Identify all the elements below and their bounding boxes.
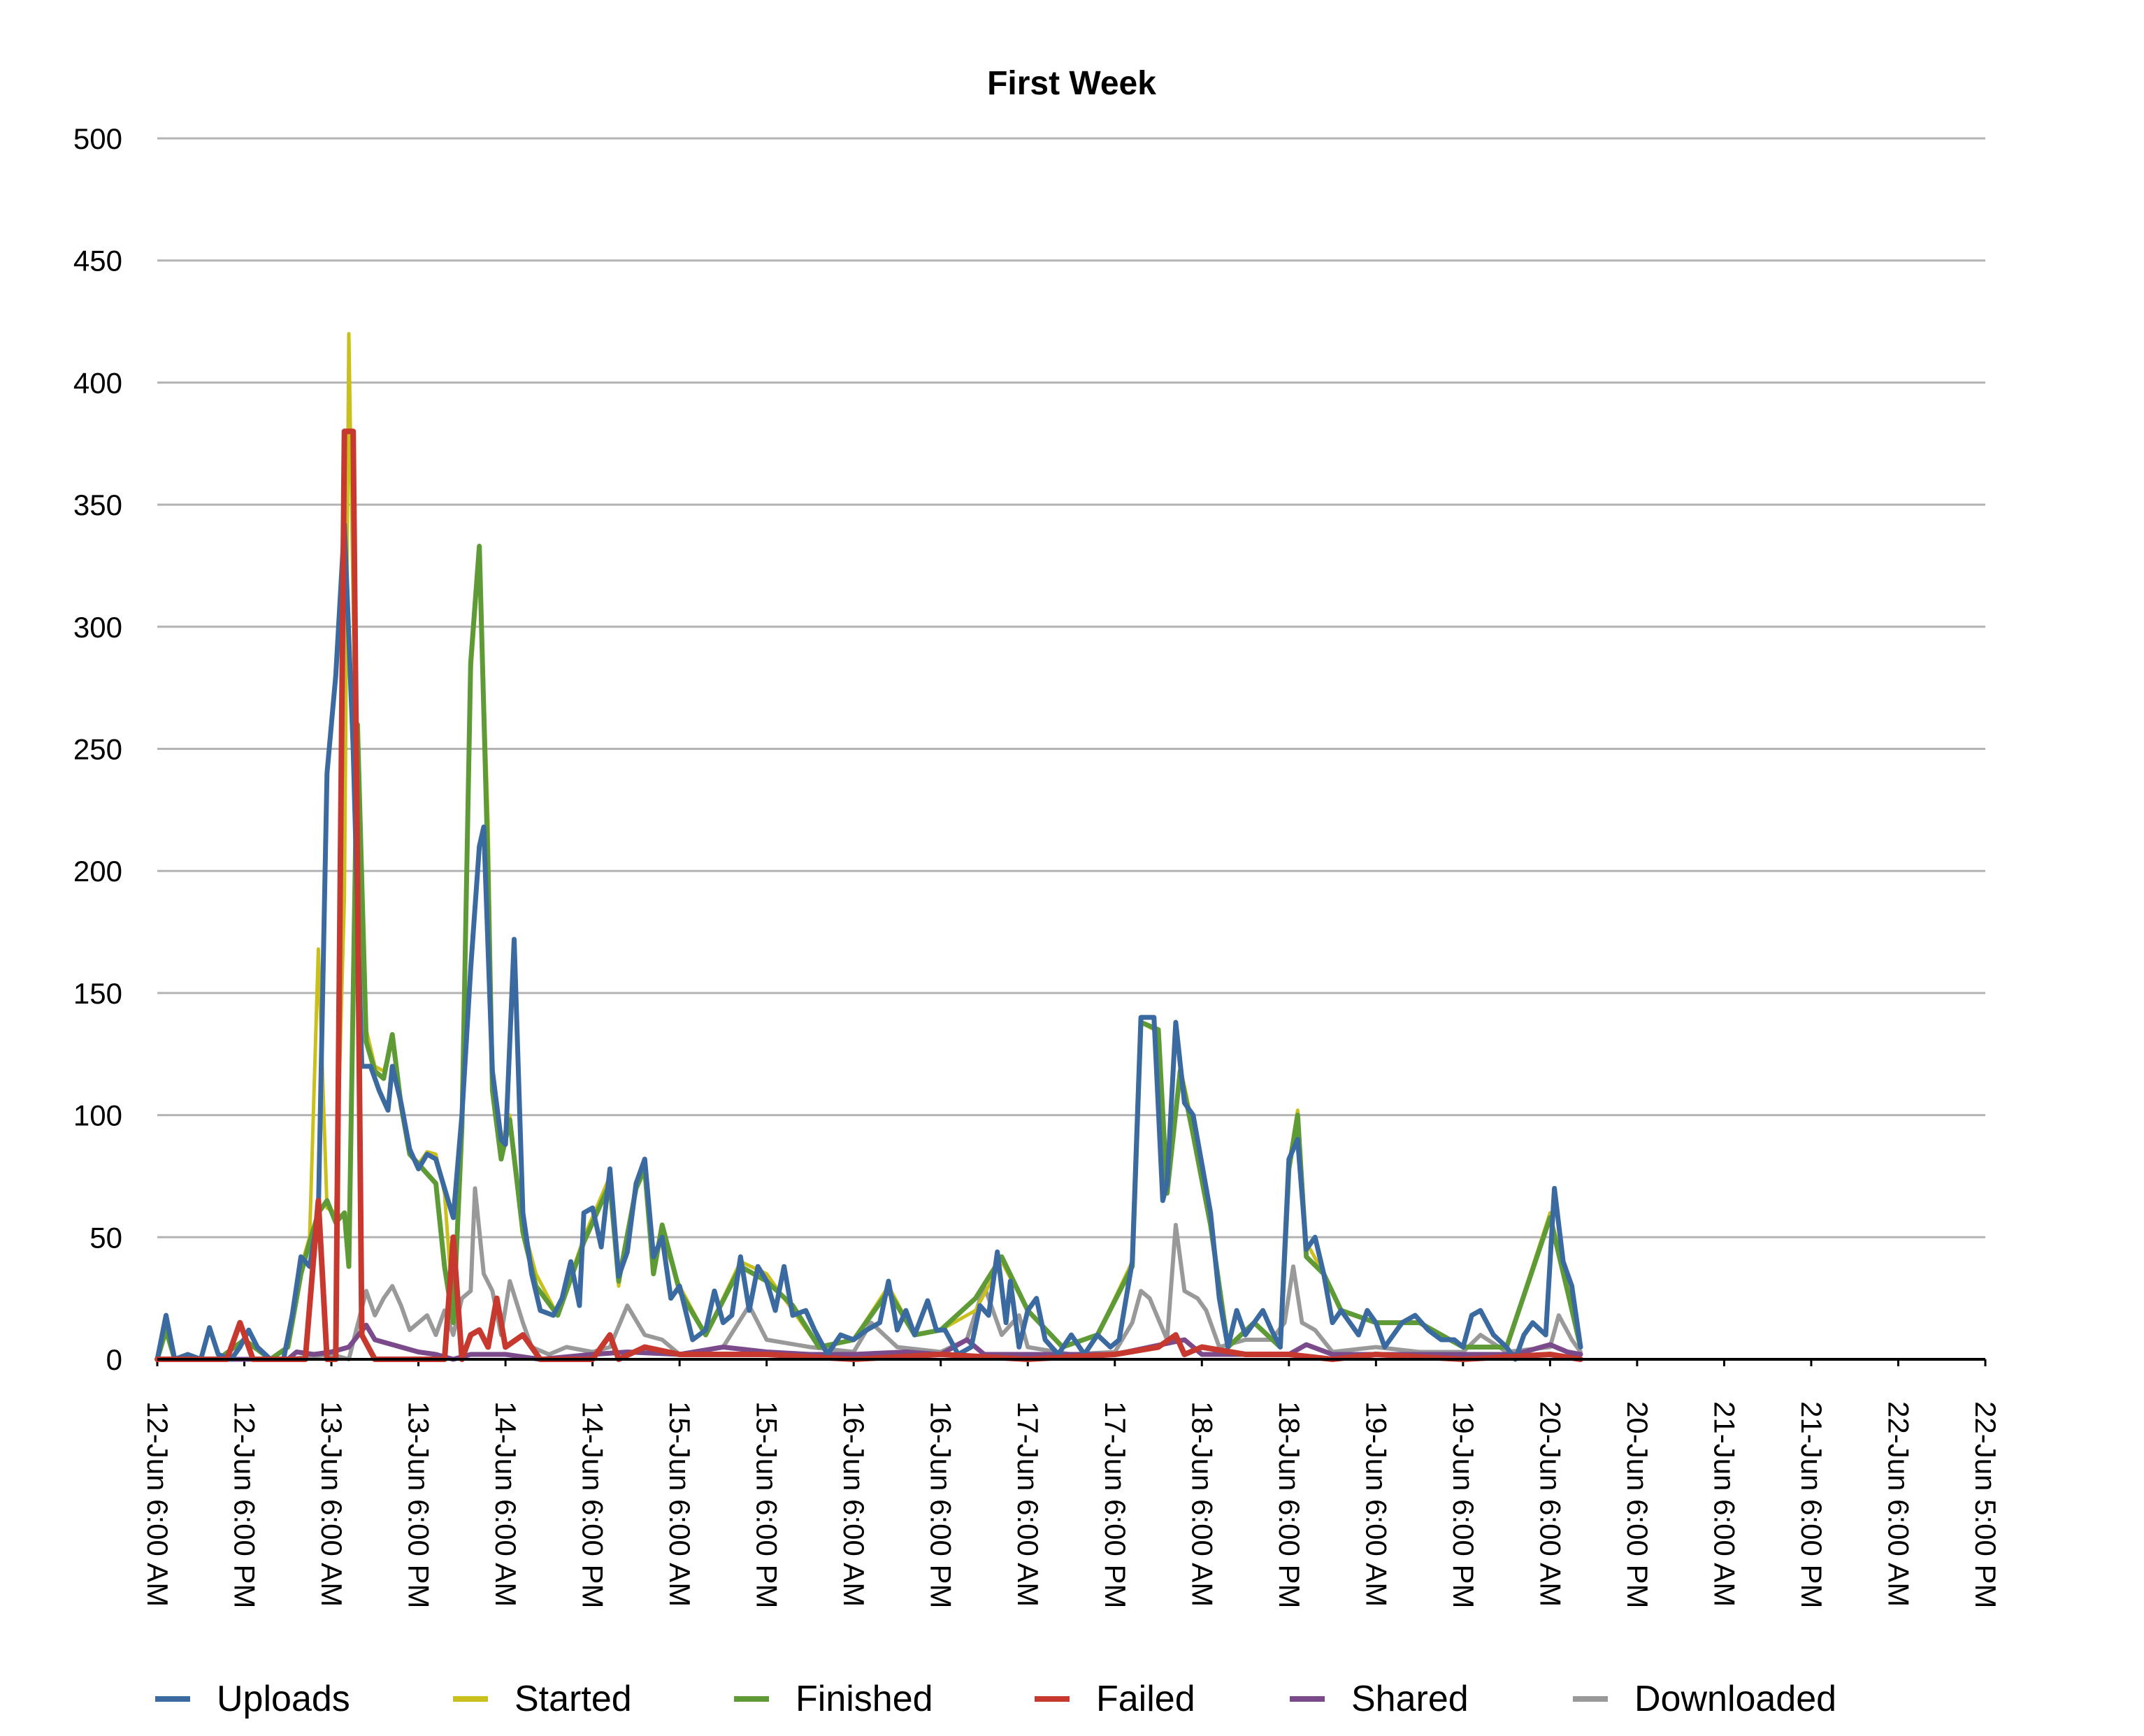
y-tick-label: 200 <box>73 855 122 888</box>
x-tick-label: 21-Jun 6:00 AM <box>1708 1401 1741 1607</box>
legend-label-failed: Failed <box>1096 1679 1195 1719</box>
series-line-started <box>155 332 1583 1361</box>
y-axis-ticks: 0 50 100 150 200 250 300 350 400 450 500 <box>73 122 122 1376</box>
series-line-downloaded <box>155 1186 1583 1361</box>
x-tick-label: 20-Jun 6:00 AM <box>1534 1401 1567 1607</box>
legend-label-finished: Finished <box>796 1679 933 1719</box>
x-tick-label: 21-Jun 6:00 PM <box>1795 1401 1828 1609</box>
x-tick-label: 12-Jun 6:00 AM <box>141 1401 174 1607</box>
series-lines <box>154 332 1583 1362</box>
legend-label-shared: Shared <box>1351 1679 1469 1719</box>
y-tick-label: 400 <box>73 366 122 399</box>
x-tick-label: 22-Jun 6:00 AM <box>1882 1401 1915 1607</box>
x-tick-label: 15-Jun 6:00 PM <box>751 1401 784 1609</box>
x-tick-label: 15-Jun 6:00 AM <box>663 1401 696 1607</box>
x-tick-label: 12-Jun 6:00 PM <box>229 1401 261 1609</box>
x-tick-label: 22-Jun 5:00 PM <box>1969 1401 2002 1609</box>
x-tick-label: 16-Jun 6:00 PM <box>925 1401 958 1609</box>
x-tick-label: 13-Jun 6:00 PM <box>403 1401 436 1609</box>
legend: Uploads Started Finished Failed Shared Downlo… <box>155 1679 1836 1719</box>
x-tick-label: 19-Jun 6:00 PM <box>1447 1401 1480 1609</box>
y-tick-label: 350 <box>73 489 122 521</box>
y-tick-label: 100 <box>73 1099 122 1132</box>
x-tick-label: 13-Jun 6:00 AM <box>315 1401 348 1607</box>
series-line-failed <box>154 428 1583 1362</box>
y-tick-label: 50 <box>89 1221 122 1254</box>
chart-title: First Week <box>987 65 1156 102</box>
series-line-uploads <box>154 521 1583 1362</box>
x-tick-label: 18-Jun 6:00 PM <box>1273 1401 1306 1609</box>
y-tick-label: 0 <box>106 1343 122 1376</box>
x-tick-label: 17-Jun 6:00 AM <box>1012 1401 1044 1607</box>
x-axis-ticks: 12-Jun 6:00 AM 12-Jun 6:00 PM 13-Jun 6:00 … <box>141 1359 2002 1609</box>
legend-label-started: Started <box>515 1679 632 1719</box>
x-tick-label: 16-Jun 6:00 AM <box>837 1401 870 1607</box>
y-tick-label: 250 <box>73 733 122 766</box>
legend-label-downloaded: Downloaded <box>1634 1679 1836 1719</box>
x-tick-label: 17-Jun 6:00 PM <box>1099 1401 1132 1609</box>
x-tick-label: 18-Jun 6:00 AM <box>1186 1401 1218 1607</box>
legend-label-uploads: Uploads <box>217 1679 350 1719</box>
x-tick-label: 14-Jun 6:00 PM <box>577 1401 610 1609</box>
y-tick-label: 300 <box>73 611 122 644</box>
gridlines <box>157 137 1985 1238</box>
y-tick-label: 450 <box>73 245 122 277</box>
x-tick-label: 19-Jun 6:00 AM <box>1360 1401 1393 1607</box>
x-tick-label: 20-Jun 6:00 PM <box>1621 1401 1654 1609</box>
y-tick-label: 150 <box>73 977 122 1010</box>
y-tick-label: 500 <box>73 122 122 155</box>
x-tick-label: 14-Jun 6:00 AM <box>489 1401 522 1607</box>
